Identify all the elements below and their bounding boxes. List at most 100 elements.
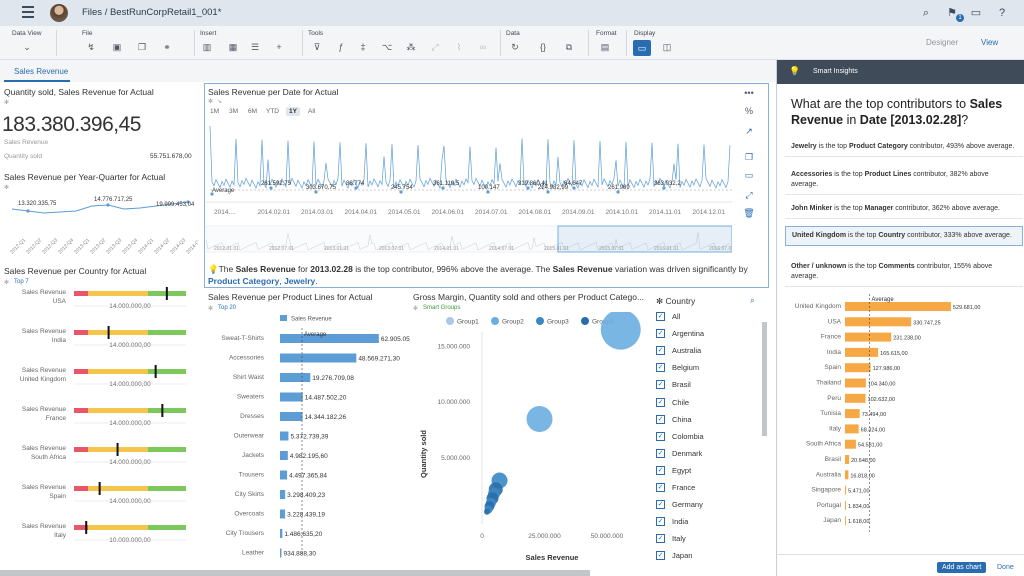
add-as-chart-button[interactable]: Add as chart	[937, 562, 987, 573]
product-category-link[interactable]: Product Category	[208, 276, 280, 286]
smart-groups-badge[interactable]: Smart Groups	[423, 305, 461, 311]
filter-badge[interactable]: Top 20	[218, 305, 237, 311]
checkbox[interactable]: ✓	[656, 517, 665, 527]
checkbox[interactable]: ✓	[656, 431, 665, 441]
link-icon[interactable]: ⚭	[163, 42, 171, 52]
refresh-icon[interactable]: ↻	[511, 42, 519, 52]
chain-icon[interactable]: ∞	[479, 42, 487, 52]
help-icon[interactable]: ?	[998, 7, 1006, 19]
smart-insights-toggle-icon[interactable]: ▭	[633, 40, 651, 56]
insight-card[interactable]: Jewelry is the top Product Category cont…	[785, 138, 1023, 157]
chart-icon[interactable]: ▥	[202, 42, 212, 52]
settings-icon[interactable]: ✻	[4, 100, 10, 106]
range-1y[interactable]: 1Y	[286, 107, 300, 116]
fullscreen-icon[interactable]: ⤢	[745, 190, 753, 200]
filter-scrollbar[interactable]	[762, 322, 767, 436]
table-icon[interactable]: ▦	[228, 42, 238, 52]
breadcrumb[interactable]: Files / BestRunCorpRetail1_001*	[82, 7, 222, 18]
code-icon[interactable]: {}	[539, 42, 546, 52]
add-icon[interactable]: +	[276, 42, 282, 52]
checkbox[interactable]: ✓	[656, 551, 665, 561]
formula-icon[interactable]: ƒ	[338, 42, 344, 52]
filter-item-label[interactable]: Belgium	[672, 363, 700, 373]
designer-button[interactable]: Designer	[926, 38, 959, 47]
checkbox[interactable]: ✓	[656, 363, 665, 373]
filter-controls-icon[interactable]: ☰	[250, 42, 260, 52]
settings-icon[interactable]: ✻	[656, 296, 664, 306]
tab-sales-revenue[interactable]: Sales Revenue	[14, 67, 69, 76]
chevron-down-icon[interactable]: ⌄	[23, 42, 31, 52]
filter-item-label[interactable]: China	[672, 414, 692, 424]
insight-card[interactable]: Accessories is the top Product Lines con…	[785, 166, 1023, 195]
range-all[interactable]: All	[308, 108, 316, 115]
filter-badge[interactable]: Top 7	[14, 279, 29, 285]
filter-item-label[interactable]: All	[672, 312, 681, 321]
filter-item-label[interactable]: France	[672, 483, 696, 492]
chat-icon[interactable]: ▭	[970, 7, 982, 19]
insight-card[interactable]: Other / unknown is the top Comments cont…	[785, 258, 1023, 287]
comment-icon[interactable]: ▭	[744, 170, 754, 180]
search-icon[interactable]: ⌕	[922, 7, 930, 19]
checkbox[interactable]: ✓	[656, 483, 665, 492]
checkbox[interactable]: ✓	[656, 534, 665, 544]
hierarchy-icon[interactable]: ⌥	[381, 42, 393, 52]
expand-icon[interactable]: ⤢	[431, 42, 439, 52]
filter-item-label[interactable]: Colombia	[672, 431, 704, 441]
delete-icon[interactable]: 🗑	[743, 208, 755, 218]
checkbox[interactable]: ✓	[656, 397, 665, 407]
align-icon[interactable]: ‡	[360, 42, 366, 52]
checkbox[interactable]: ✓	[656, 329, 665, 339]
checkbox[interactable]: ✓	[656, 380, 665, 390]
selected-widget[interactable]	[204, 83, 769, 288]
filter-item-label[interactable]: Argentina	[672, 329, 705, 339]
filter-item-label[interactable]: Italy	[672, 534, 686, 544]
network-icon[interactable]: ⁂	[406, 42, 416, 52]
filter-icon[interactable]: ⊽	[313, 42, 321, 52]
view-button[interactable]: View	[981, 38, 999, 47]
settings-icon[interactable]: ✻	[4, 280, 10, 286]
done-button[interactable]: Done	[997, 564, 1014, 571]
trend-icon[interactable]: ↗	[745, 126, 753, 136]
settings-icon[interactable]: ✻	[208, 306, 214, 312]
share-icon[interactable]: ↯	[87, 42, 95, 52]
save-icon[interactable]: ▣	[112, 42, 122, 52]
range-ytd[interactable]: YTD	[266, 108, 279, 115]
settings-icon[interactable]: ✻	[4, 185, 10, 191]
notifications-icon[interactable]: ⚑	[947, 7, 957, 19]
jewelry-link[interactable]: Jewelry	[284, 276, 316, 286]
range-3m[interactable]: 3M	[229, 108, 239, 115]
format-icon[interactable]: ▤	[600, 42, 610, 52]
checkbox[interactable]: ✓	[656, 312, 665, 321]
range-6m[interactable]: 6M	[248, 108, 258, 115]
checkbox[interactable]: ✓	[656, 500, 665, 510]
filter-item-label[interactable]: Chile	[672, 397, 690, 407]
layout-icon[interactable]: ◫	[662, 42, 672, 52]
more-icon[interactable]: •••	[744, 88, 754, 98]
settings-icon[interactable]: ✻	[413, 306, 419, 312]
filter-item-label[interactable]: Egypt	[672, 465, 692, 475]
link-disabled-icon[interactable]: ⌇	[456, 42, 462, 52]
search-icon[interactable]: ⌕	[750, 295, 755, 305]
checkbox[interactable]: ✓	[656, 414, 665, 424]
copy-icon[interactable]: ❐	[137, 42, 147, 52]
filter-item-label[interactable]: India	[672, 517, 689, 527]
copy-widget-icon[interactable]: ❐	[744, 152, 754, 162]
horizontal-scrollbar[interactable]	[0, 570, 590, 576]
filter-item-label[interactable]: Denmark	[672, 448, 703, 458]
menu-icon[interactable]	[22, 6, 34, 18]
drill-icon[interactable]: ↘	[217, 99, 223, 105]
checkbox[interactable]: ✓	[656, 465, 665, 475]
filter-item-label[interactable]: Japan	[672, 551, 693, 561]
checkbox[interactable]: ✓	[656, 448, 665, 458]
range-1m[interactable]: 1M	[210, 108, 220, 115]
percent-icon[interactable]: %	[744, 106, 753, 116]
avatar[interactable]	[50, 4, 68, 22]
settings-icon[interactable]: ✻	[208, 99, 214, 105]
checkbox[interactable]: ✓	[656, 346, 665, 356]
insight-card[interactable]: John Minker is the top Manager contribut…	[785, 200, 1023, 219]
filter-item-label[interactable]: Australia	[672, 346, 702, 356]
insight-card[interactable]: United Kingdom is the top Country contri…	[785, 226, 1023, 246]
duplicate-icon[interactable]: ⧉	[565, 42, 573, 52]
filter-item-label[interactable]: Brasil	[672, 380, 691, 390]
filter-item-label[interactable]: Germany	[672, 500, 703, 510]
